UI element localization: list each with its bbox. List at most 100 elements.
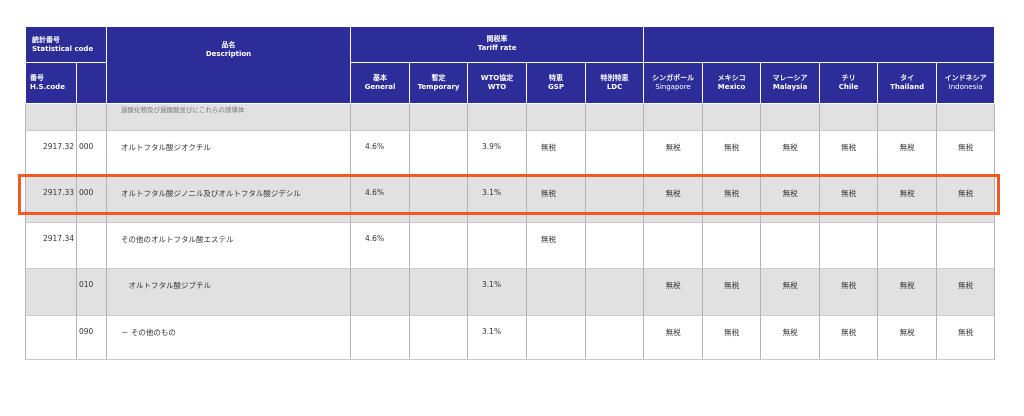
general-rate-cell (350, 103, 411, 131)
mexico-rate-cell: 無税 (702, 268, 762, 316)
mexico-header: メキシコ Mexico (702, 62, 762, 104)
sub-code-cell: 000 (75, 176, 108, 223)
singapore-rate-cell: 無税 (643, 130, 704, 177)
indonesia-rate-cell: 無税 (936, 315, 996, 360)
malaysia-rate-cell: 無税 (760, 176, 821, 223)
temporary-rate-cell (409, 130, 469, 177)
mexico-rate-cell (702, 222, 762, 269)
hs-code-cell: 2917.32 (25, 130, 77, 177)
ldc-header: 特別特恵 LDC (585, 62, 645, 104)
gsp-rate-cell: 無税 (526, 176, 587, 223)
hs-code-cell: 2917.33 (25, 176, 77, 223)
description-cell: － その他のもの (106, 315, 352, 360)
thailand-header: タイ Thailand (877, 62, 938, 104)
ldc-rate-cell (585, 222, 645, 269)
singapore-rate-cell (643, 103, 704, 131)
general-rate-cell (350, 268, 411, 316)
wto-rate-cell: 3.1% (467, 315, 528, 360)
table-row: 2917.32 000 オルトフタル酸ジオクチル 4.6% 3.9% 無税 無税… (25, 130, 996, 177)
indonesia-header: インドネシア Indonesia (936, 62, 996, 104)
chile-rate-cell: 無税 (819, 315, 879, 360)
indonesia-rate-cell: 無税 (936, 268, 996, 316)
mexico-rate-cell: 無税 (702, 130, 762, 177)
chile-rate-cell (819, 222, 879, 269)
stat-code-header: 統計番号 Statistical code (24, 26, 108, 63)
wto-rate-cell: 3.1% (467, 176, 528, 223)
wto-rate-cell: 3.9% (467, 130, 528, 177)
general-rate-cell (350, 315, 411, 360)
table-row: 過酸化物及び過酸酸並びにこれらの誘導体 (25, 103, 996, 131)
thailand-rate-cell: 無税 (877, 315, 938, 360)
sub-code-cell (75, 103, 108, 131)
ldc-rate-cell (585, 268, 645, 316)
mexico-rate-cell (702, 103, 762, 131)
ldc-rate-cell (585, 103, 645, 131)
thailand-rate-cell (877, 103, 938, 131)
sub-code-cell: 000 (75, 130, 108, 177)
malaysia-rate-cell: 無税 (760, 315, 821, 360)
chile-rate-cell (819, 103, 879, 131)
temporary-rate-cell (409, 176, 469, 223)
singapore-header: シンガポール Singapore (643, 62, 704, 104)
temporary-header: 暫定 Temporary (409, 62, 469, 104)
gsp-rate-cell: 無税 (526, 130, 587, 177)
description-cell: その他のオルトフタル酸エステル (106, 222, 352, 269)
temporary-rate-cell (409, 103, 469, 131)
table-row: 010 オルトフタル酸ジブチル 3.1% 無税 無税 無税 無税 無税 無税 (25, 268, 996, 316)
table-row-highlighted: 2917.33 000 オルトフタル酸ジノニル及びオルトフタル酸ジデシル 4.6… (25, 176, 996, 223)
table-row: 090 － その他のもの 3.1% 無税 無税 無税 無税 無税 無税 (25, 315, 996, 360)
thailand-rate-cell: 無税 (877, 176, 938, 223)
temporary-rate-cell (409, 268, 469, 316)
gsp-header: 特恵 GSP (526, 62, 587, 104)
gsp-rate-cell (526, 268, 587, 316)
temporary-rate-cell (409, 222, 469, 269)
malaysia-rate-cell: 無税 (760, 268, 821, 316)
thailand-rate-cell: 無税 (877, 268, 938, 316)
description-cell: 過酸化物及び過酸酸並びにこれらの誘導体 (106, 103, 352, 131)
mexico-rate-cell: 無税 (702, 315, 762, 360)
singapore-rate-cell: 無税 (643, 268, 704, 316)
ldc-rate-cell (585, 130, 645, 177)
ldc-rate-cell (585, 176, 645, 223)
tariff-rate-header: 関税率 Tariff rate (350, 26, 645, 63)
sub-code-cell: 090 (75, 315, 108, 360)
hs-code-cell: 2917.34 (25, 222, 77, 269)
description-cell: オルトフタル酸ジノニル及びオルトフタル酸ジデシル (106, 176, 352, 223)
general-rate-cell: 4.6% (350, 176, 411, 223)
tariff-table: 統計番号 Statistical code 品名 Description 関税率… (24, 26, 996, 360)
thailand-rate-cell: 無税 (877, 130, 938, 177)
fta-group-header (643, 26, 996, 63)
malaysia-rate-cell (760, 103, 821, 131)
sub-code-cell (75, 222, 108, 269)
general-rate-cell: 4.6% (350, 222, 411, 269)
temporary-rate-cell (409, 315, 469, 360)
description-header: 品名 Description (106, 26, 352, 104)
malaysia-rate-cell: 無税 (760, 130, 821, 177)
wto-rate-cell: 3.1% (467, 268, 528, 316)
malaysia-header: マレーシア Malaysia (760, 62, 821, 104)
sub-code-header (75, 62, 108, 104)
singapore-rate-cell: 無税 (643, 176, 704, 223)
chile-header: チリ Chile (819, 62, 879, 104)
chile-rate-cell: 無税 (819, 176, 879, 223)
hs-code-cell (25, 315, 77, 360)
singapore-rate-cell (643, 222, 704, 269)
gsp-rate-cell: 無税 (526, 222, 587, 269)
wto-header: WTO協定 WTO (467, 62, 528, 104)
hs-code-header: 番号 H.S.code (25, 62, 77, 104)
hs-code-cell (25, 268, 77, 316)
chile-rate-cell: 無税 (819, 268, 879, 316)
mexico-rate-cell: 無税 (702, 176, 762, 223)
description-cell: オルトフタル酸ジブチル (106, 268, 352, 316)
indonesia-rate-cell (936, 222, 996, 269)
sub-code-cell: 010 (75, 268, 108, 316)
gsp-rate-cell (526, 315, 587, 360)
gsp-rate-cell (526, 103, 587, 131)
table-row: 2917.34 その他のオルトフタル酸エステル 4.6% 無税 (25, 222, 996, 269)
chile-rate-cell: 無税 (819, 130, 879, 177)
ldc-rate-cell (585, 315, 645, 360)
general-rate-cell: 4.6% (350, 130, 411, 177)
indonesia-rate-cell: 無税 (936, 176, 996, 223)
thailand-rate-cell (877, 222, 938, 269)
malaysia-rate-cell (760, 222, 821, 269)
